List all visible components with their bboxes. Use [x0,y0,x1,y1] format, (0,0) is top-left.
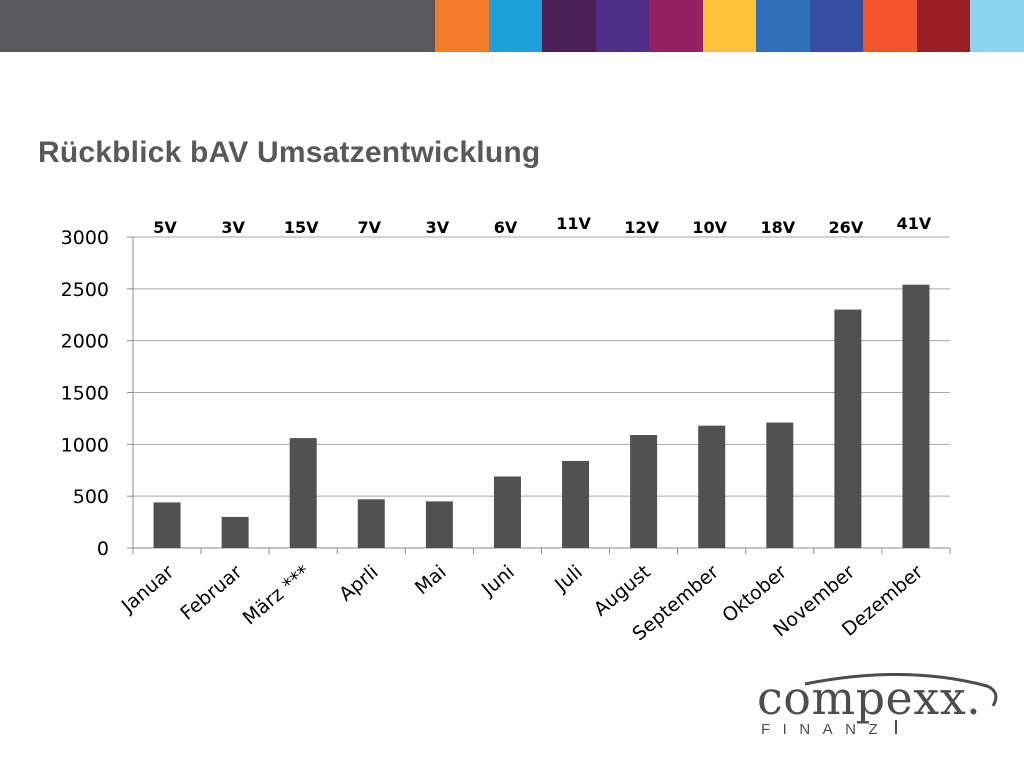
bar-annotation: 12V [624,218,659,237]
y-tick-label: 1500 [61,383,109,405]
top-bar-swatch [542,0,596,52]
logo-subline: FINANZ [761,721,891,738]
top-bar-swatch [702,0,757,52]
logo-wordmark: compexx. [757,671,982,725]
bar-annotation: 10V [692,218,727,237]
bar [153,502,181,548]
bar-annotation: 3V [221,218,245,237]
bar [630,435,658,548]
top-bar-gray-band [0,0,435,52]
top-bar-swatch [649,0,703,52]
top-bar-swatch [809,0,864,52]
x-tick-label: Januar [117,561,179,618]
bar [221,516,249,548]
bar-annotation: 5V [153,218,177,237]
bar [425,501,453,548]
bar [357,499,385,548]
bar-annotation: 26V [829,218,864,237]
x-tick-label: März *** [239,561,315,630]
bar-annotation: 7V [358,218,382,237]
x-tick-label: Mai [411,561,451,599]
x-tick-label: Aprli [335,561,382,606]
bar [766,422,794,548]
y-tick-label: 0 [97,538,109,560]
slide-title: Rückblick bAV Umsatzentwicklung [38,136,541,169]
y-tick-label: 1000 [61,434,109,456]
chart-labels: 0 500 1000 1500 2000 2500 3000 Januar 5V Februar 3… [61,214,932,645]
top-color-bar [0,0,1024,52]
y-tick-label: 2000 [61,331,109,353]
bar-annotation: 3V [426,218,450,237]
bar [562,460,590,548]
top-bar-swatch [756,0,810,52]
logo-swoosh [804,673,998,734]
top-bar-swatch [970,0,1024,52]
bar-annotation: 18V [760,218,795,237]
chart-bars [153,284,930,548]
y-tick-label: 2500 [61,279,109,301]
bar-annotation: 6V [494,218,518,237]
bar-annotation: 15V [284,218,319,237]
bar [902,284,930,548]
x-tick-label: August [590,561,655,621]
top-bar-swatch [435,0,489,52]
chart-gridlines [133,236,950,497]
x-tick-label: Februar [176,561,246,625]
bar [493,476,521,548]
compexx-logo: compexx. FINANZ [755,672,1005,742]
x-tick-label: Juni [477,561,519,601]
top-bar-swatch [488,0,543,52]
bar [289,438,317,548]
chart-axes [127,236,951,554]
top-bar-swatch [863,0,917,52]
top-bar-swatch [916,0,971,52]
top-bar-swatch [595,0,650,52]
bar [698,425,726,548]
x-tick-label: Juli [550,561,587,597]
y-tick-label: 500 [73,486,109,508]
bar-annotation: 11V [556,214,591,233]
bar [834,309,862,548]
y-tick-label: 3000 [61,227,109,249]
bar-annotation: 41V [897,214,932,233]
